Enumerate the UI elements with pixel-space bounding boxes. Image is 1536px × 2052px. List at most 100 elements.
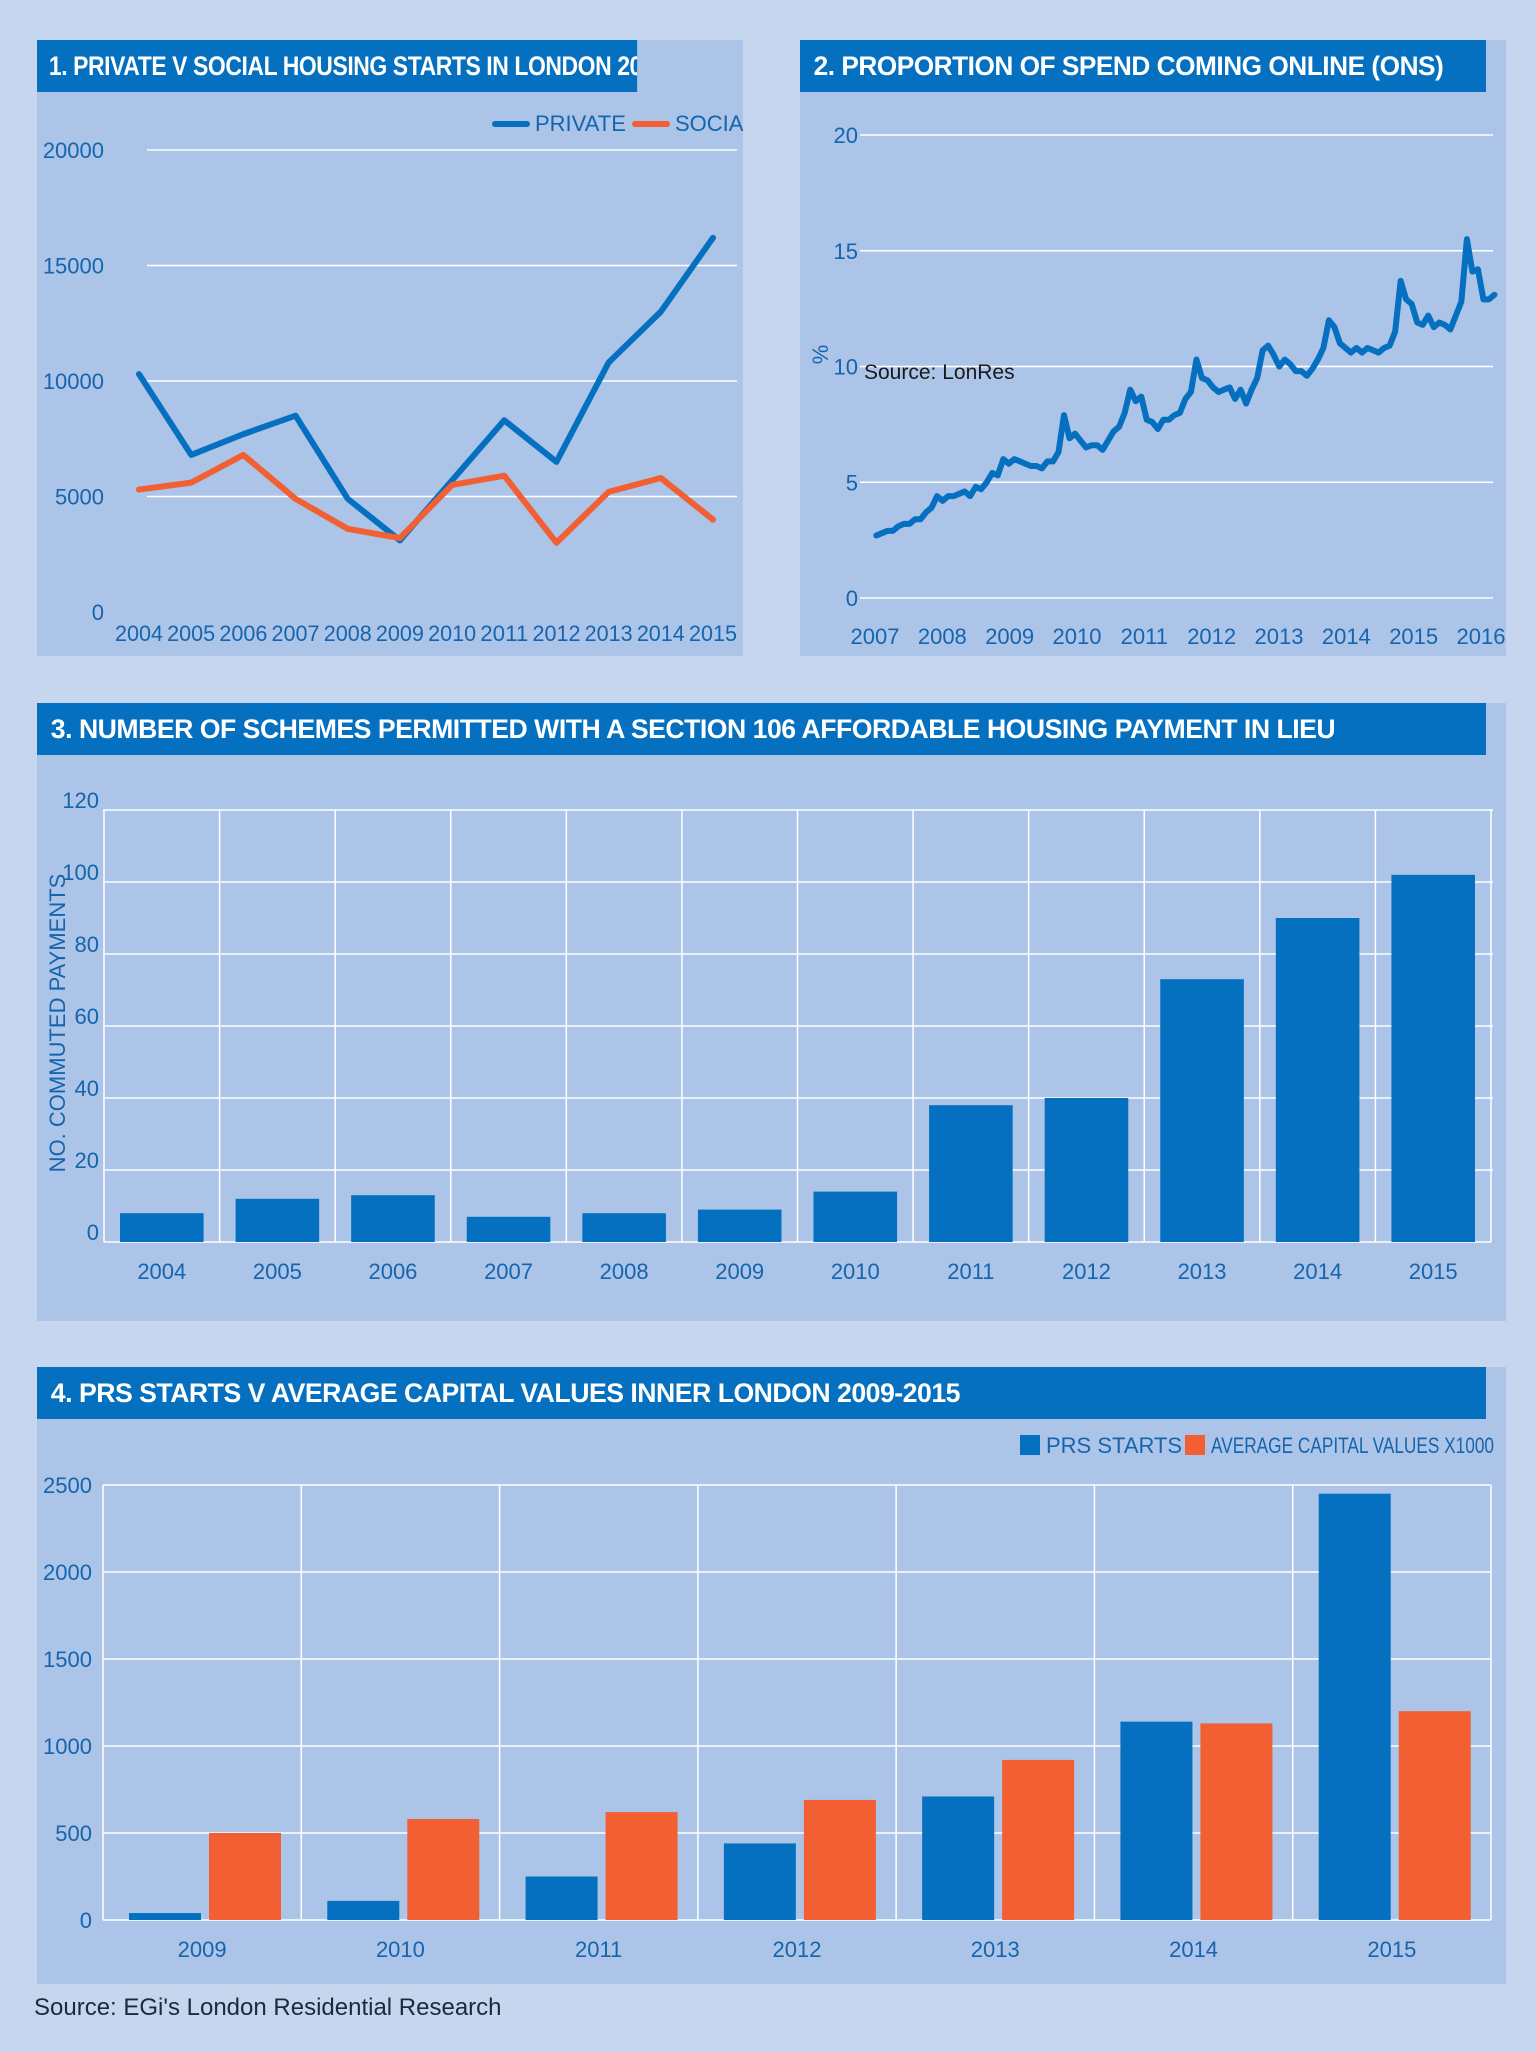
chart3-bar [813, 1191, 898, 1242]
chart3-y-tick: 120 [62, 788, 99, 813]
chart2-x-tick: 2016 [1457, 624, 1506, 649]
chart2-x-tick: 2011 [1121, 624, 1168, 649]
chart-s106-payments: 3. NUMBER OF SCHEMES PERMITTED WITH A SE… [37, 703, 1506, 1321]
chart4-y-tick: 1000 [43, 1734, 92, 1759]
chart4-x-tick: 2012 [773, 1937, 822, 1962]
chart2-y-tick: 5 [846, 470, 858, 495]
chart4-x-tick: 2009 [178, 1937, 227, 1962]
chart-prs-starts-capital-values: 4. PRS STARTS V AVERAGE CAPITAL VALUES I… [37, 1367, 1506, 1984]
chart2-x-tick: 2010 [1053, 624, 1102, 649]
chart1-x-tick: 2008 [324, 621, 372, 646]
chart1-x-tick: 2013 [585, 621, 633, 646]
chart2-y-tick: 15 [834, 239, 858, 264]
chart4-legend-swatch-capital [1185, 1435, 1205, 1455]
chart2-y-tick: 0 [846, 586, 858, 611]
chart3-y-tick: 20 [75, 1148, 99, 1173]
chart1-title: 1. PRIVATE V SOCIAL HOUSING STARTS IN LO… [37, 40, 638, 92]
chart3-y-tick: 80 [75, 932, 99, 957]
chart3-x-tick: 2005 [253, 1259, 302, 1284]
chart1-series-private [136, 234, 716, 544]
chart1-series-social [136, 451, 716, 546]
chart1-x-tick: 2007 [272, 621, 320, 646]
chart4-bar-prs-starts [129, 1913, 201, 1920]
chart4-y-tick: 1500 [43, 1647, 92, 1672]
chart2-x-tick: 2013 [1255, 624, 1304, 649]
chart2-x-tick: 2007 [851, 624, 900, 649]
chart4-x-tick: 2011 [575, 1937, 622, 1962]
chart3-bar [1391, 874, 1475, 1242]
chart3-bar [351, 1195, 435, 1242]
chart3-title: 3. NUMBER OF SCHEMES PERMITTED WITH A SE… [37, 703, 1486, 755]
chart3-x-tick: 2011 [947, 1259, 994, 1284]
chart4-bar-prs-starts [327, 1900, 400, 1920]
chart2-title: 2. PROPORTION OF SPEND COMING ONLINE (ON… [800, 40, 1486, 92]
chart1-x-tick: 2005 [167, 621, 215, 646]
chart2-plot: 0 5 10 15 20 2007 2008 2009 2010 2011 2012 2013 2014… [808, 123, 1506, 649]
chart4-bar-capital-values [605, 1812, 678, 1920]
chart4-bar-capital-values [407, 1819, 480, 1920]
chart3-x-tick: 2015 [1409, 1259, 1458, 1284]
chart3-x-tick: 2009 [715, 1259, 764, 1284]
chart3-y-tick: 40 [75, 1076, 99, 1101]
chart4-title: 4. PRS STARTS V AVERAGE CAPITAL VALUES I… [37, 1367, 1486, 1419]
chart4-x-tick: 2013 [971, 1937, 1020, 1962]
chart4-bar-capital-values [1200, 1723, 1273, 1920]
chart3-x-tick: 2008 [600, 1259, 649, 1284]
chart2-x-tick: 2008 [918, 624, 967, 649]
chart1-x-tick: 2006 [219, 621, 267, 646]
chart3-x-tick: 2004 [137, 1259, 186, 1284]
chart2-x-tick: 2012 [1187, 624, 1236, 649]
chart1-plot: 0 5000 10000 15000 20000 2004 2005 2006 2007 2008… [43, 111, 743, 646]
chart1-y-tick: 5000 [55, 485, 104, 510]
chart3-bar [235, 1198, 320, 1242]
chart3-bar [582, 1213, 666, 1242]
chart1-y-tick: 10000 [43, 369, 104, 394]
chart2-y-tick: 10 [834, 355, 858, 380]
chart1-legend-label-social: SOCIAL [675, 111, 743, 136]
chart4-bar-capital-values [209, 1833, 281, 1920]
chart2-y-tick: 20 [834, 123, 858, 148]
chart2-x-tick: 2014 [1322, 624, 1371, 649]
chart4-y-tick: 0 [80, 1908, 92, 1933]
chart1-legend-label-private: PRIVATE [535, 111, 626, 136]
chart1-y-tick: 0 [92, 600, 104, 625]
chart1-y-tick: 15000 [43, 254, 104, 279]
chart2-y-axis-label: % [808, 345, 833, 365]
chart4-plot: 0 500 1000 1500 2000 2500 2009 2010 2011 2012 2013… [43, 1433, 1494, 1962]
chart4-bar-prs-starts [723, 1843, 796, 1920]
chart4-y-tick: 500 [55, 1821, 92, 1846]
chart3-x-tick: 2013 [1178, 1259, 1227, 1284]
chart2-source-annotation: Source: LonRes [864, 361, 1015, 384]
chart3-bar [466, 1216, 551, 1242]
chart3-bar [929, 1105, 1013, 1242]
chart3-y-axis-label: NO. COMMUTED PAYMENTS [45, 874, 70, 1173]
chart4-bar-prs-starts [1318, 1493, 1391, 1920]
chart4-bar-capital-values [1398, 1711, 1471, 1920]
chart3-bar [1160, 979, 1244, 1242]
chart-online-spend: 2. PROPORTION OF SPEND COMING ONLINE (ON… [800, 40, 1506, 656]
chart2-x-tick: 2009 [985, 624, 1034, 649]
chart4-legend-label-prs: PRS STARTS [1046, 1433, 1182, 1458]
chart3-bar [697, 1209, 782, 1242]
chart4-bar-capital-values [803, 1799, 876, 1920]
chart1-x-tick: 2004 [115, 621, 163, 646]
chart3-x-tick: 2007 [484, 1259, 533, 1284]
chart1-x-tick: 2011 [480, 621, 528, 646]
chart3-bar [1275, 918, 1360, 1242]
chart3-bar [120, 1213, 204, 1242]
chart4-bar-prs-starts [922, 1796, 995, 1920]
chart1-x-tick: 2012 [532, 621, 580, 646]
chart1-x-tick: 2010 [428, 621, 476, 646]
chart4-legend-swatch-prs [1020, 1435, 1040, 1455]
chart3-x-tick: 2006 [368, 1259, 417, 1284]
chart3-bar [1044, 1098, 1129, 1242]
chart1-y-tick: 20000 [43, 138, 104, 163]
chart4-bar-capital-values [1002, 1759, 1075, 1920]
chart3-x-tick: 2014 [1293, 1259, 1342, 1284]
chart3-x-tick: 2012 [1062, 1259, 1111, 1284]
chart3-y-tick: 100 [62, 860, 99, 885]
chart1-x-tick: 2014 [637, 621, 685, 646]
chart4-y-tick: 2500 [43, 1473, 92, 1498]
chart4-x-tick: 2015 [1367, 1937, 1416, 1962]
chart2-series-online-share [873, 236, 1498, 539]
